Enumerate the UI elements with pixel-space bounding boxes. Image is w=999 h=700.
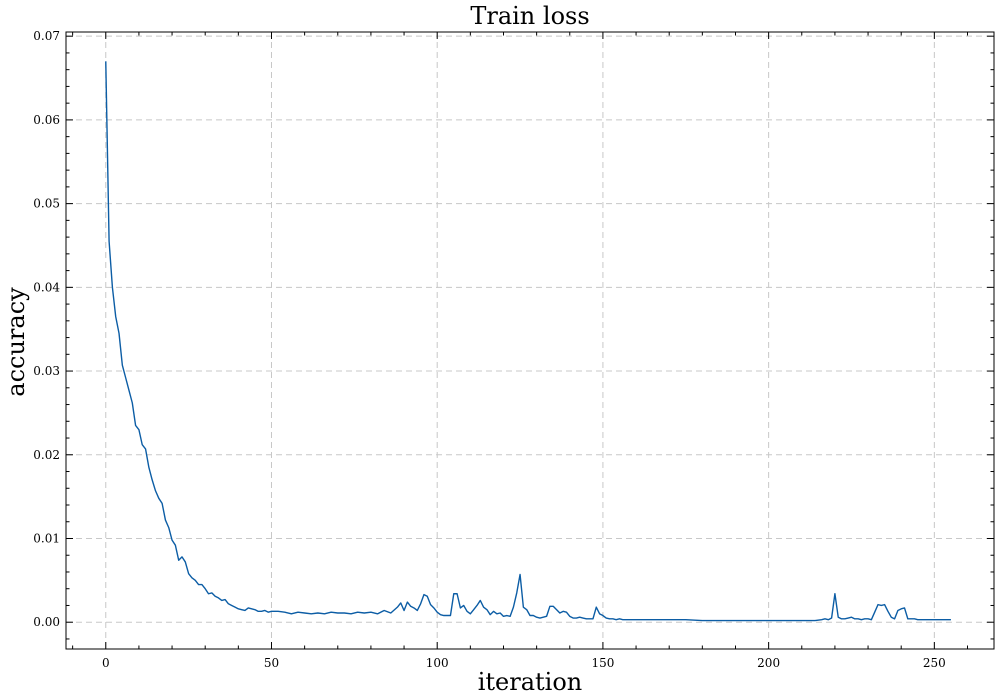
- plot-area: [105, 61, 951, 622]
- x-tick-label: 50: [264, 656, 279, 670]
- y-tick-label: 0.06: [33, 113, 60, 127]
- y-tick-label: 0.05: [33, 197, 60, 211]
- x-tick-labels: 0 50 100 150 200 250: [102, 656, 946, 670]
- y-tick-label: 0.01: [33, 531, 60, 545]
- x-tick-label: 0: [102, 656, 110, 670]
- axis-ticks: [66, 32, 994, 649]
- y-tick-label: 0.03: [33, 364, 60, 378]
- y-tick-label: 0.02: [33, 448, 60, 462]
- y-tick-labels: 0.00 0.01 0.02 0.03 0.04 0.05 0.06 0.07: [33, 29, 60, 629]
- x-tick-label: 100: [426, 656, 449, 670]
- plot-frame: [65, 31, 995, 650]
- x-axis-label: iteration: [478, 668, 583, 696]
- y-tick-label: 0.00: [33, 615, 60, 629]
- chart-title: Train loss: [470, 2, 589, 30]
- y-axis-label: accuracy: [2, 287, 30, 397]
- x-tick-label: 250: [923, 656, 946, 670]
- x-tick-label: 150: [591, 656, 614, 670]
- train-loss-line: [105, 61, 951, 622]
- y-tick-label: 0.07: [33, 29, 60, 43]
- y-tick-label: 0.04: [33, 280, 60, 294]
- grid: [66, 32, 994, 649]
- x-tick-label: 200: [757, 656, 780, 670]
